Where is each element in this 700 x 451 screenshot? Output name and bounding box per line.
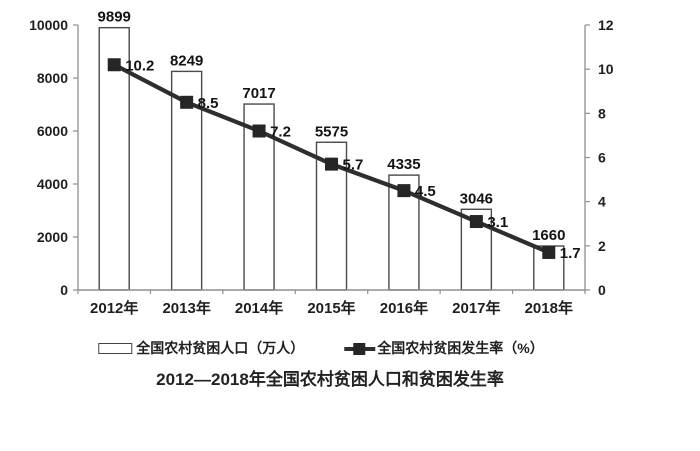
legend-label-rate: 全国农村贫困发生率（%） — [377, 340, 544, 356]
right-axis-tick-label: 10 — [598, 61, 614, 77]
line-marker — [180, 95, 194, 109]
line-value-label: 4.5 — [415, 183, 436, 200]
line-series-swatch-icon — [344, 342, 376, 355]
right-axis-tick-label: 6 — [598, 150, 606, 166]
left-axis-tick-label: 10000 — [29, 17, 68, 33]
x-axis-category-label: 2012年 — [90, 299, 138, 317]
right-axis-tick-label: 12 — [598, 17, 614, 33]
right-axis-tick-label: 0 — [598, 282, 606, 298]
legend-item-population: 全国农村贫困人口（万人） — [98, 338, 304, 358]
line-marker — [397, 184, 411, 198]
line-marker — [107, 58, 121, 72]
line-value-label: 7.2 — [270, 124, 291, 141]
line-value-label: 10.2 — [125, 57, 154, 74]
bar-value-label: 9899 — [98, 9, 131, 26]
bar-value-label: 1660 — [532, 227, 565, 244]
line-value-label: 3.1 — [487, 214, 508, 231]
bar-value-label: 5575 — [315, 123, 348, 140]
x-axis-category-label: 2018年 — [525, 299, 573, 317]
chart-legend: 全国农村贫困人口（万人） 全国农村贫困发生率（%） — [98, 338, 544, 358]
line-marker — [469, 215, 483, 229]
x-axis-category-label: 2016年 — [380, 299, 428, 317]
line-marker — [252, 124, 266, 138]
x-axis-category-label: 2015年 — [307, 299, 355, 317]
bar-value-label: 7017 — [242, 85, 275, 102]
bar-series-swatch-icon — [98, 342, 133, 354]
bar-value-label: 3046 — [460, 190, 493, 207]
x-axis-category-label: 2013年 — [162, 299, 210, 317]
line-marker — [542, 245, 556, 259]
x-axis-category-label: 2017年 — [452, 299, 500, 317]
line-swatch-marker — [353, 342, 366, 355]
bar-value-label: 4335 — [387, 156, 420, 173]
bar-value-label: 8249 — [170, 52, 203, 69]
line-marker — [325, 157, 338, 171]
right-axis-tick-label: 8 — [598, 105, 606, 121]
right-axis-tick-label: 2 — [598, 238, 606, 254]
left-axis-tick-label: 8000 — [37, 70, 68, 86]
legend-label-population: 全国农村贫困人口（万人） — [136, 340, 305, 356]
left-axis-tick-label: 6000 — [37, 123, 68, 139]
left-axis-tick-label: 4000 — [37, 176, 68, 192]
left-axis-tick-label: 0 — [60, 282, 68, 298]
legend-item-rate: 全国农村贫困发生率（%） — [344, 338, 544, 358]
line-value-label: 5.7 — [343, 157, 364, 174]
chart-svg: 0 2000 4000 6000 8000 10000 0 2 4 6 8 10 12 9899 8249 7… — [29, 9, 614, 317]
line-value-label: 1.7 — [560, 245, 581, 262]
x-axis-category-label: 2014年 — [235, 299, 283, 317]
left-axis-tick-label: 2000 — [37, 229, 68, 245]
line-value-label: 8.5 — [198, 95, 219, 112]
right-axis-tick-label: 4 — [598, 194, 606, 210]
chart-title: 2012—2018年全国农村贫困人口和贫困发生率 — [156, 370, 504, 389]
